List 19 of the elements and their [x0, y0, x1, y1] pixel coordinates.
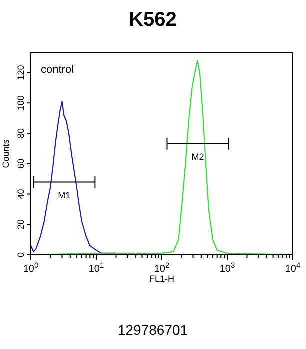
x-tick-label: 10$^{1}$ [88, 260, 104, 275]
y-tick-label: 120 [16, 65, 26, 80]
y-tick-label: 80 [16, 128, 26, 139]
annotation: M2 [192, 152, 204, 162]
x-tick-label: 10$^{3}$ [220, 260, 236, 275]
y-tick-label: 40 [16, 189, 26, 200]
y-tick-label: 60 [16, 158, 26, 169]
y-tick-label: 0 [16, 252, 26, 258]
y-tick-label: 20 [16, 220, 26, 230]
y-axis-title: Counts [1, 139, 11, 168]
text: 129786701 [118, 322, 188, 338]
annotation: control [41, 64, 74, 76]
x-tick-label: 10$^{2}$ [154, 260, 170, 275]
x-axis-title: FL1-H [149, 274, 175, 284]
chart-title: K562 [129, 9, 177, 31]
annotation: M1 [58, 190, 71, 200]
x-tick-label: 10$^{0}$ [23, 260, 39, 275]
x-tick-label: 10$^{4}$ [285, 260, 301, 275]
y-tick-label: 100 [16, 96, 26, 111]
